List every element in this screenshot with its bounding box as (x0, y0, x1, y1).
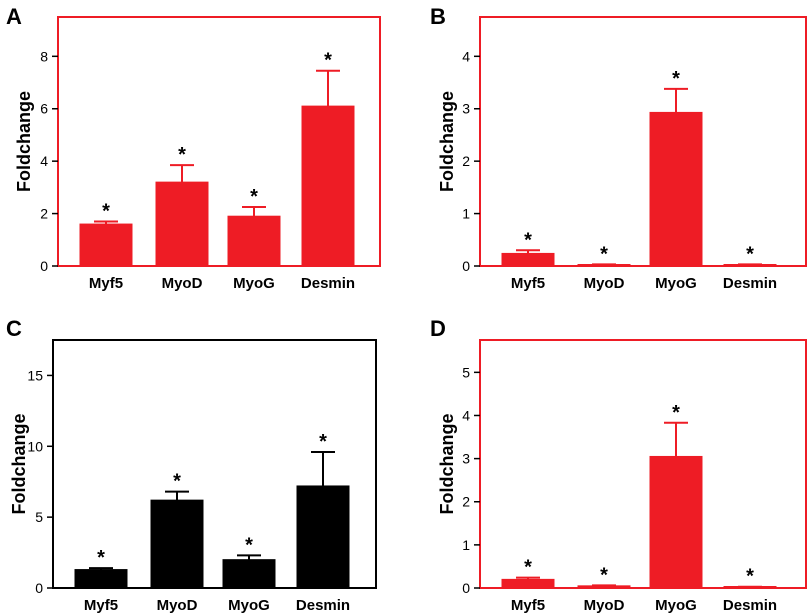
y-tick-label: 2 (40, 206, 48, 222)
y-tick-label: 1 (462, 206, 470, 222)
x-category-label: Myf5 (511, 597, 545, 614)
y-tick-label: 0 (462, 580, 470, 596)
y-axis-label: Foldchange (437, 91, 457, 192)
x-category-label: MyoG (655, 597, 697, 614)
significance-marker: * (97, 547, 105, 569)
y-axis-label: Foldchange (437, 413, 457, 514)
y-tick-label: 10 (27, 438, 43, 454)
y-axis-label: Foldchange (14, 91, 34, 192)
bar-myog (227, 215, 281, 267)
significance-marker: * (178, 144, 186, 166)
bar-myf5 (79, 223, 133, 267)
bar-myf5 (74, 569, 128, 589)
x-category-label: MyoG (233, 275, 275, 292)
x-category-label: Myf5 (511, 275, 545, 292)
panel-letter: B (430, 4, 446, 29)
x-category-label: MyoG (228, 597, 270, 614)
plot-frame (479, 16, 807, 267)
y-tick-label: 15 (27, 367, 43, 383)
significance-marker: * (319, 431, 327, 453)
bar-myod (150, 499, 204, 589)
bar-myod (155, 181, 209, 267)
panel-letter: D (430, 316, 446, 341)
panel-b: B Foldchange 0 1 2 3 4 * Myf5 * MyoD * MyoG * Desmin (430, 4, 807, 292)
bar-myog (222, 559, 276, 589)
y-tick-label: 4 (40, 153, 48, 169)
x-category-label: MyoD (157, 597, 198, 614)
x-category-label: Desmin (301, 275, 355, 292)
significance-marker: * (672, 68, 680, 90)
y-axis-label: Foldchange (9, 413, 29, 514)
panel-a: A Foldchange 0 2 4 6 8 * Myf5 * MyoD * MyoG * Desmin (6, 4, 381, 292)
significance-marker: * (524, 229, 532, 251)
significance-marker: * (173, 471, 181, 493)
bar-myf5 (501, 252, 555, 267)
bar-desmin (296, 485, 350, 589)
y-tick-label: 4 (462, 48, 470, 64)
significance-marker: * (672, 402, 680, 424)
x-category-label: Desmin (723, 597, 777, 614)
significance-marker: * (102, 200, 110, 222)
plot-frame (57, 16, 381, 267)
y-tick-label: 0 (40, 258, 48, 274)
y-tick-label: 2 (462, 153, 470, 169)
panel-letter: C (6, 316, 22, 341)
significance-marker: * (600, 243, 608, 265)
x-category-label: Myf5 (89, 275, 123, 292)
significance-marker: * (746, 566, 754, 588)
significance-marker: * (746, 243, 754, 265)
bar-myog (649, 111, 703, 267)
panel-c: C Foldchange 0 5 10 15 * Myf5 * MyoD * MyoG * Desmin (6, 316, 377, 614)
x-category-label: MyoG (655, 275, 697, 292)
significance-marker: * (600, 564, 608, 586)
y-tick-label: 1 (462, 537, 470, 553)
significance-marker: * (324, 50, 332, 72)
y-tick-label: 3 (462, 101, 470, 117)
panel-d: D Foldchange 0 1 2 3 4 5 * Myf5 * MyoD * MyoG * Desmin (430, 316, 807, 614)
y-tick-label: 2 (462, 494, 470, 510)
x-category-label: Myf5 (84, 597, 118, 614)
y-tick-label: 5 (462, 364, 470, 380)
significance-marker: * (245, 534, 253, 556)
plot-frame (479, 339, 807, 589)
x-category-label: Desmin (296, 597, 350, 614)
y-tick-label: 4 (462, 407, 470, 423)
significance-marker: * (250, 186, 258, 208)
y-tick-label: 0 (35, 580, 43, 596)
y-tick-label: 6 (40, 101, 48, 117)
bar-myf5 (501, 578, 555, 589)
bar-myog (649, 455, 703, 589)
bar-desmin (301, 105, 355, 267)
x-category-label: MyoD (584, 597, 625, 614)
x-category-label: Desmin (723, 275, 777, 292)
significance-marker: * (524, 557, 532, 579)
y-tick-label: 8 (40, 48, 48, 64)
y-tick-label: 5 (35, 509, 43, 525)
y-tick-label: 0 (462, 258, 470, 274)
panel-letter: A (6, 4, 22, 29)
plot-frame (52, 339, 377, 589)
x-category-label: MyoD (584, 275, 625, 292)
x-category-label: MyoD (162, 275, 203, 292)
y-tick-label: 3 (462, 451, 470, 467)
